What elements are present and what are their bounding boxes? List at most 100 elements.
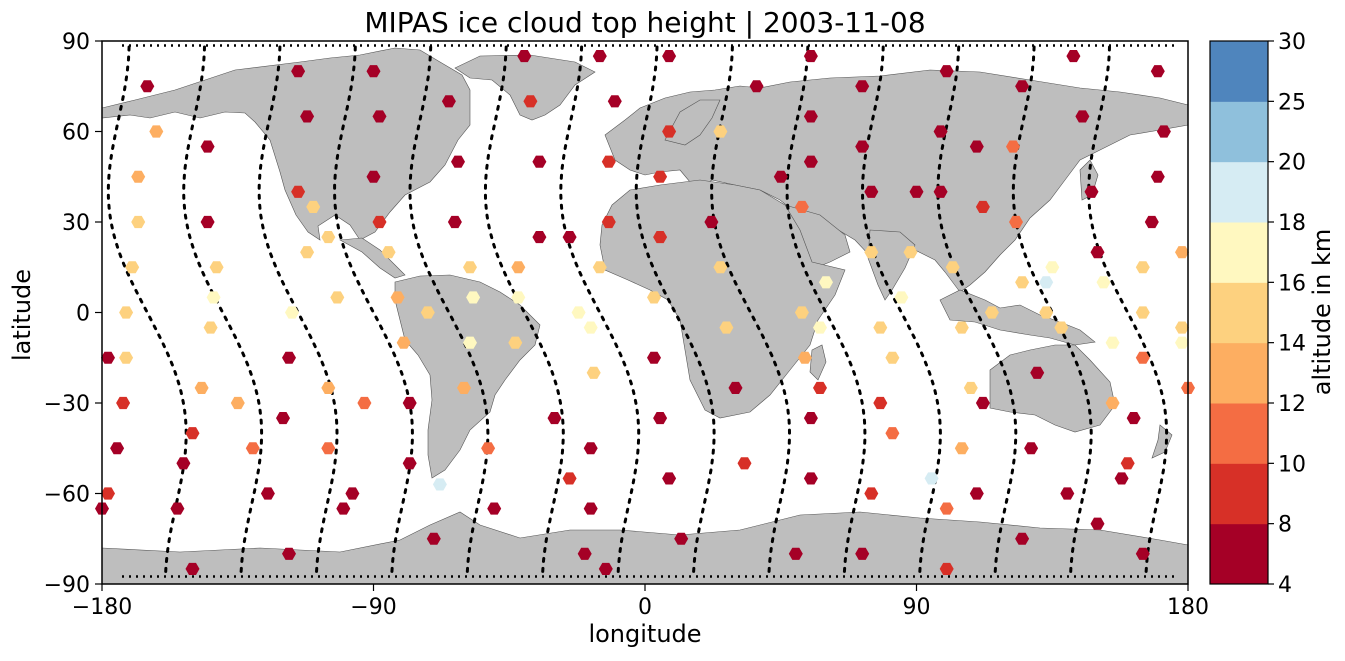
cloud-marker bbox=[713, 125, 728, 138]
cloud-marker bbox=[532, 155, 547, 168]
cloud-marker bbox=[321, 231, 336, 244]
x-axis: −180 −90 0 90 180 bbox=[72, 584, 1209, 620]
cloud-marker bbox=[577, 547, 592, 560]
land-scandinavia bbox=[664, 99, 721, 146]
cloud-marker bbox=[855, 140, 870, 153]
cloud-marker bbox=[662, 125, 677, 138]
cloud-marker bbox=[1054, 321, 1069, 334]
colorbar-tick-label: 4 bbox=[1278, 573, 1292, 598]
cloud-marker bbox=[366, 170, 381, 183]
cloud-marker bbox=[1150, 65, 1165, 78]
cloud-marker bbox=[1156, 125, 1171, 138]
orbit-track bbox=[106, 45, 188, 580]
cloud-marker bbox=[954, 442, 969, 455]
orbit-track bbox=[483, 45, 565, 580]
chart-title: MIPAS ice cloud top height | 2003-11-08 bbox=[364, 6, 925, 39]
cloud-marker bbox=[592, 50, 607, 63]
cloud-marker bbox=[1096, 276, 1111, 289]
colorbar-tick-label: 14 bbox=[1278, 332, 1306, 357]
orbit-tracks bbox=[106, 44, 1178, 580]
cloud-marker bbox=[200, 215, 215, 229]
cloud-marker bbox=[396, 336, 411, 349]
cloud-marker bbox=[203, 321, 218, 334]
cloud-marker bbox=[321, 381, 336, 394]
cloud-marker bbox=[819, 276, 833, 289]
cloud-marker bbox=[140, 80, 155, 93]
cloud-marker bbox=[1144, 215, 1159, 229]
colorbar-tick-label: 8 bbox=[1278, 513, 1292, 538]
cloud-marker bbox=[1039, 306, 1054, 319]
y-axis: 90 60 30 0 −30 −60 −90 bbox=[44, 30, 102, 598]
y-tick-label: −60 bbox=[44, 483, 90, 508]
colorbar-tick-label: 10 bbox=[1278, 452, 1306, 477]
cloud-marker bbox=[969, 140, 984, 153]
colorbar-segment bbox=[1210, 222, 1268, 283]
x-tick-label: 90 bbox=[903, 595, 931, 620]
colorbar-tick-label: 20 bbox=[1278, 151, 1306, 176]
cloud-marker bbox=[583, 442, 598, 455]
cloud-markers bbox=[95, 50, 1195, 575]
cloud-marker bbox=[864, 246, 879, 259]
cloud-marker bbox=[803, 155, 818, 168]
cloud-marker bbox=[110, 442, 125, 455]
colorbar: 4 8 10 12 14 16 18 20 25 30 bbox=[1209, 30, 1306, 598]
cloud-marker bbox=[803, 50, 818, 63]
cloud-marker bbox=[532, 231, 547, 244]
cloud-marker bbox=[1126, 412, 1141, 425]
cloud-marker bbox=[894, 291, 909, 304]
colorbar-segment bbox=[1210, 282, 1268, 344]
cloud-marker bbox=[562, 472, 577, 485]
colorbar-segment bbox=[1210, 161, 1268, 223]
cloud-marker bbox=[749, 80, 764, 93]
cloud-marker bbox=[200, 140, 215, 153]
cloud-marker bbox=[1006, 140, 1020, 153]
cloud-marker bbox=[508, 336, 523, 349]
cloud-marker bbox=[1039, 276, 1054, 289]
cloud-marker bbox=[285, 306, 299, 319]
cloud-marker bbox=[511, 261, 526, 274]
orbit-track bbox=[257, 45, 339, 580]
cloud-marker bbox=[1150, 170, 1165, 183]
cloud-marker bbox=[523, 95, 538, 108]
land-india bbox=[867, 229, 916, 301]
colorbar-tick-label: 25 bbox=[1278, 90, 1306, 115]
cloud-marker bbox=[1066, 50, 1081, 63]
cloud-marker bbox=[487, 502, 502, 515]
cloud-marker bbox=[131, 215, 146, 229]
colorbar-segment bbox=[1210, 403, 1268, 464]
cloud-marker bbox=[185, 427, 200, 440]
cloud-marker bbox=[873, 396, 888, 410]
cloud-marker bbox=[975, 200, 990, 213]
cloud-marker bbox=[372, 110, 387, 123]
cloud-marker bbox=[1015, 276, 1030, 289]
cloud-marker bbox=[601, 155, 616, 168]
y-tick-label: 30 bbox=[62, 211, 90, 236]
cloud-marker bbox=[381, 246, 396, 259]
cloud-marker bbox=[571, 306, 586, 319]
colorbar-segment bbox=[1210, 463, 1268, 525]
land-madagascar bbox=[809, 344, 827, 381]
cloud-marker bbox=[963, 381, 978, 394]
cloud-marker bbox=[330, 291, 345, 304]
cloud-marker bbox=[647, 291, 661, 304]
orbit-track bbox=[182, 45, 264, 580]
land-se-asia-islands bbox=[939, 289, 1096, 346]
cloud-marker bbox=[402, 396, 417, 410]
cloud-marker bbox=[420, 306, 435, 319]
orbit-track bbox=[860, 45, 942, 580]
cloud-marker bbox=[1015, 532, 1030, 545]
cloud-marker bbox=[245, 442, 260, 455]
cloud-marker bbox=[1090, 246, 1105, 259]
cloud-marker bbox=[933, 185, 948, 198]
cloud-marker bbox=[1135, 261, 1150, 274]
cloud-marker bbox=[463, 261, 477, 274]
land-masses bbox=[101, 47, 1189, 585]
cloud-marker bbox=[794, 306, 809, 319]
cloud-marker bbox=[803, 412, 818, 425]
cloud-marker bbox=[969, 487, 984, 500]
colorbar-tick-label: 16 bbox=[1278, 271, 1306, 296]
cloud-marker bbox=[131, 170, 146, 183]
cloud-marker bbox=[1015, 80, 1030, 93]
y-axis-label: latitude bbox=[8, 269, 36, 361]
